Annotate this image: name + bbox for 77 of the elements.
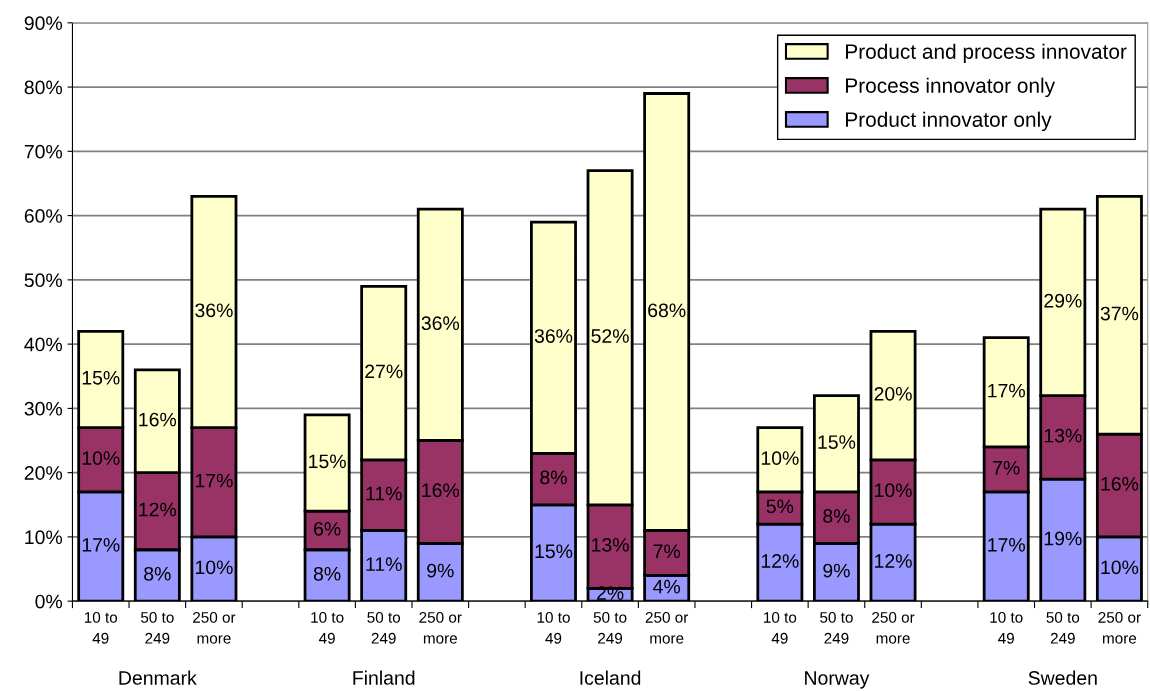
- x-tick-label: 50 to 249: [1046, 611, 1080, 644]
- data-label: 10%: [875, 483, 912, 498]
- data-label: 12%: [761, 554, 799, 568]
- x-tick-label: 10 to 49: [990, 611, 1023, 644]
- text: Sweden: [1028, 670, 1097, 685]
- text: Finland: [353, 670, 415, 685]
- y-tick-label: 10%: [25, 530, 63, 545]
- data-label: 29%: [1044, 293, 1082, 308]
- y-tick-label: 60%: [24, 209, 63, 223]
- data-label: 15%: [82, 371, 120, 385]
- data-label: 7%: [653, 544, 681, 559]
- data-label: 9%: [427, 563, 454, 578]
- data-label: 16%: [1101, 476, 1139, 491]
- data-label: 36%: [195, 303, 233, 318]
- text: Norway: [805, 671, 870, 689]
- data-label: 10%: [761, 451, 799, 466]
- data-label: 52%: [591, 329, 629, 343]
- data-label: 16%: [422, 483, 460, 498]
- data-label: 27%: [365, 364, 403, 379]
- data-label: 16%: [139, 412, 177, 427]
- data-label: 37%: [1100, 306, 1139, 321]
- data-label: 17%: [988, 538, 1025, 552]
- data-label: 17%: [988, 383, 1025, 398]
- x-tick-label: 10 to 49: [311, 611, 344, 644]
- x-tick-label: 250 or more: [419, 611, 462, 644]
- x-tick-label: 250 or more: [872, 611, 915, 644]
- data-label: 10%: [195, 560, 233, 575]
- data-label: 11%: [366, 486, 402, 501]
- data-label: 17%: [82, 538, 120, 552]
- data-label: 13%: [592, 538, 629, 552]
- data-label: 10%: [1101, 560, 1139, 575]
- data-label: 68%: [648, 303, 686, 318]
- data-label: 8%: [540, 470, 567, 485]
- x-tick-label: 250 or more: [1098, 611, 1141, 644]
- x-tick-label: 50 to 249: [140, 611, 174, 644]
- x-tick-label: 10 to 49: [84, 611, 118, 644]
- data-label: 17%: [195, 473, 233, 488]
- y-tick-label: 20%: [24, 466, 63, 480]
- y-tick-label: 0%: [35, 594, 63, 609]
- data-label: 20%: [874, 386, 912, 401]
- data-label: 5%: [766, 499, 794, 514]
- data-label: 10%: [82, 451, 120, 466]
- data-label: 7%: [993, 460, 1020, 475]
- y-tick-label: 50%: [24, 273, 63, 288]
- data-label: 8%: [823, 509, 850, 523]
- x-tick-label: 50 to 249: [367, 611, 401, 644]
- y-tick-label: 30%: [24, 401, 63, 416]
- y-tick-label: 70%: [24, 144, 63, 159]
- data-label: 12%: [139, 502, 177, 517]
- data-label: 15%: [309, 454, 346, 469]
- y-tick-label: 40%: [24, 337, 63, 352]
- data-label: 8%: [144, 566, 171, 581]
- x-tick-label: 250 or more: [193, 611, 236, 644]
- x-tick-label: 50 to 249: [593, 611, 627, 644]
- x-tick-label: 50 to 249: [820, 611, 853, 644]
- data-label: 4%: [653, 579, 681, 594]
- data-label: 15%: [818, 435, 856, 449]
- legend-label: Process innovator only: [846, 77, 1056, 98]
- data-label: 13%: [1044, 428, 1082, 443]
- legend-label: Product innovator only: [846, 111, 1052, 132]
- data-label: 36%: [421, 316, 460, 331]
- data-label: 8%: [313, 566, 341, 581]
- text: Iceland: [580, 670, 641, 685]
- data-label: 12%: [875, 554, 912, 568]
- x-tick-label: 10 to 49: [764, 611, 797, 644]
- y-tick-label: 90%: [24, 16, 63, 31]
- y-tick-label: 80%: [24, 80, 63, 95]
- data-label: 15%: [535, 544, 573, 559]
- data-label: 11%: [366, 557, 402, 571]
- x-tick-label: 10 to 49: [537, 611, 570, 644]
- data-label: 19%: [1044, 531, 1082, 546]
- data-label: 6%: [314, 521, 341, 536]
- data-label: 9%: [823, 563, 850, 578]
- data-label: 36%: [534, 329, 573, 343]
- legend-label: Product and process innovator: [846, 43, 1127, 64]
- text: Denmark: [119, 670, 197, 685]
- x-tick-label: 250 or more: [645, 611, 689, 644]
